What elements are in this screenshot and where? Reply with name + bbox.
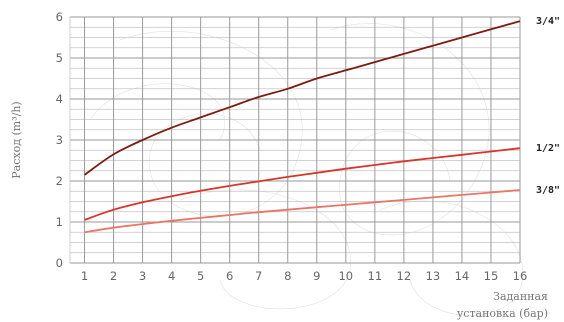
x-tick-labels: 1 2 3 4 5 6 7 8 9 10 11 12 13 14 15 16 [81,269,527,283]
x-tick-label: 4 [168,269,175,283]
y-tick-label: 2 [56,174,63,188]
series-label-2: 3/8" [536,185,560,196]
y-tick-label: 0 [56,256,63,270]
x-tick-label: 1 [81,269,88,283]
x-tick-label: 2 [110,269,117,283]
series-label-1: 1/2" [536,143,560,154]
x-tick-label: 5 [197,269,204,283]
x-tick-label: 11 [368,269,383,283]
y-axis-label: Расход (m³/h) [10,101,23,178]
x-tick-label: 15 [484,269,499,283]
y-tick-label: 5 [56,51,63,65]
x-tick-label: 16 [513,269,528,283]
x-tick-label: 13 [426,269,441,283]
series-label-0: 3/4" [536,16,560,27]
x-tick-label: 8 [284,269,291,283]
series-line-0 [83,20,521,176]
x-tick-label: 12 [397,269,412,283]
series-line-1 [84,147,521,221]
y-tick-label: 1 [56,215,63,229]
series-line-2 [84,189,521,234]
series-lines [83,20,521,234]
y-tick-labels: 0 1 2 3 4 5 6 [56,10,63,270]
y-tick-label: 3 [56,133,63,147]
y-tick-label: 4 [56,92,63,106]
x-tick-label: 14 [455,269,470,283]
y-tick-label: 6 [56,10,63,24]
x-axis-label-line-1: Заданная [493,290,548,303]
x-tick-label: 3 [139,269,146,283]
x-tick-label: 9 [313,269,320,283]
x-tick-label: 7 [255,269,262,283]
series-labels: 3/4" 1/2" 3/8" [536,16,560,196]
x-axis-label-line-2: установка (бар) [457,307,548,320]
x-tick-label: 6 [226,269,233,283]
x-tick-label: 10 [338,269,353,283]
